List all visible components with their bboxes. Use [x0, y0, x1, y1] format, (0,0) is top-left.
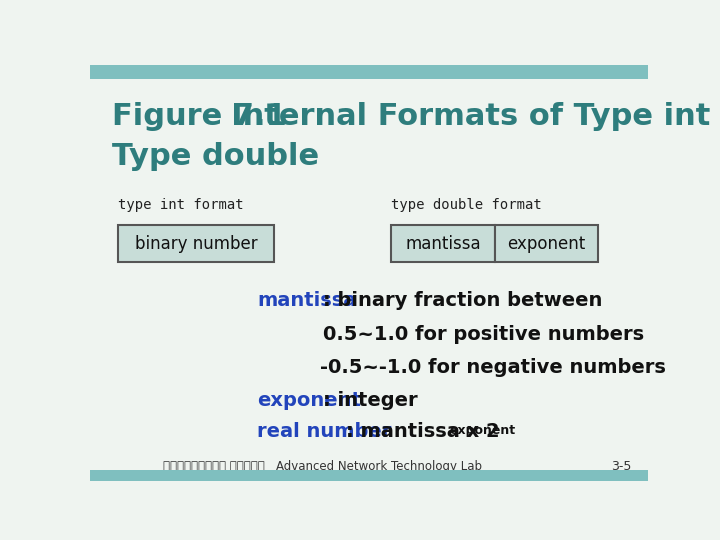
Text: : mantissa x 2: : mantissa x 2 [346, 422, 499, 441]
Text: binary number: binary number [135, 234, 257, 253]
Text: exponent: exponent [450, 424, 516, 437]
Text: mantissa: mantissa [405, 234, 481, 253]
Text: real number: real number [258, 422, 392, 441]
Text: Internal Formats of Type int and: Internal Formats of Type int and [210, 102, 720, 131]
Text: : integer: : integer [323, 391, 418, 410]
Text: mantissa: mantissa [258, 292, 357, 310]
Text: Figure 7.1: Figure 7.1 [112, 102, 287, 131]
FancyBboxPatch shape [392, 225, 495, 262]
Text: 中正大學通訊工程系 潘仁義老師   Advanced Network Technology Lab: 中正大學通訊工程系 潘仁義老師 Advanced Network Technol… [163, 460, 482, 473]
Text: -0.5~-1.0 for negative numbers: -0.5~-1.0 for negative numbers [320, 358, 666, 377]
Text: 0.5~1.0 for positive numbers: 0.5~1.0 for positive numbers [323, 325, 644, 343]
Text: exponent: exponent [507, 234, 585, 253]
Text: exponent: exponent [258, 391, 361, 410]
Text: type double format: type double format [392, 198, 542, 212]
Text: 3-5: 3-5 [611, 460, 631, 473]
FancyBboxPatch shape [118, 225, 274, 262]
Text: : binary fraction between: : binary fraction between [323, 292, 603, 310]
Bar [90, 470, 648, 481]
Bar [90, 65, 648, 79]
FancyBboxPatch shape [495, 225, 598, 262]
Text: type int format: type int format [118, 198, 243, 212]
Text: Type double: Type double [112, 141, 320, 171]
